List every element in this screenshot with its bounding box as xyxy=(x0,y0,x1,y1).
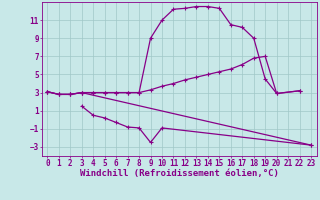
X-axis label: Windchill (Refroidissement éolien,°C): Windchill (Refroidissement éolien,°C) xyxy=(80,169,279,178)
